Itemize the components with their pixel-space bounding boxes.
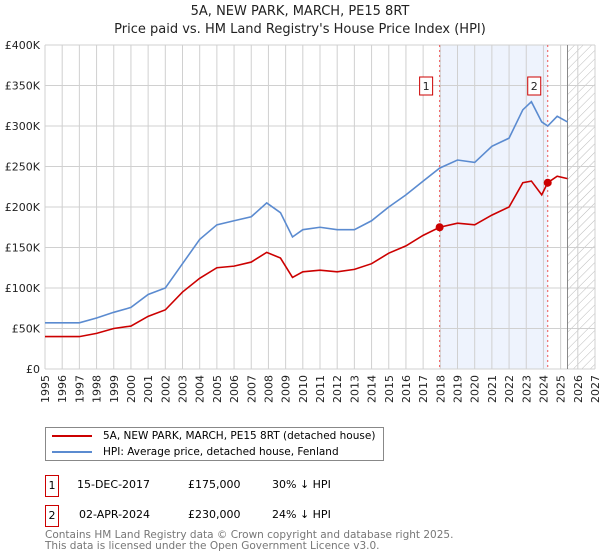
x-tick-label: 1995	[39, 375, 52, 403]
x-tick-label: 2014	[366, 375, 379, 403]
sale-label-box	[419, 76, 434, 96]
y-tick-label: £350K	[5, 80, 41, 93]
x-tick-label: 2023	[520, 375, 533, 403]
x-tick-label: 2024	[537, 375, 550, 403]
x-tick-label: 2026	[572, 375, 585, 403]
y-tick-label: £250K	[5, 161, 41, 174]
footer-licence: This data is licensed under the Open Gov…	[45, 540, 380, 552]
x-tick-label: 2011	[314, 375, 327, 403]
legend-label: 5A, NEW PARK, MARCH, PE15 8RT (detached …	[103, 430, 376, 442]
series-line	[45, 175, 568, 338]
footer-copyright: Contains HM Land Registry data © Crown c…	[45, 529, 454, 541]
x-tick-label: 2008	[262, 375, 275, 403]
sale-point	[543, 178, 552, 187]
sale-diff: 24% ↓ HPI	[272, 508, 331, 521]
x-tick-label: 2012	[331, 375, 344, 403]
chart-title: 5A, NEW PARK, MARCH, PE15 8RT	[190, 4, 410, 19]
x-tick-label: 1998	[91, 375, 104, 403]
sale-diff: 30% ↓ HPI	[272, 478, 331, 491]
x-tick-label: 2006	[228, 375, 241, 403]
x-tick-label: 1996	[56, 375, 69, 403]
legend: 5A, NEW PARK, MARCH, PE15 8RT (detached …	[45, 427, 384, 461]
sale-date: 15-DEC-2017	[77, 478, 151, 491]
sale-label-box	[527, 76, 542, 96]
x-tick-label: 2002	[159, 375, 172, 403]
y-tick-label: £100K	[5, 282, 41, 295]
y-tick-label: £0	[26, 363, 40, 376]
sale-badge: 2	[45, 505, 59, 527]
sale-badge: 1	[45, 475, 59, 497]
y-tick-label: £300K	[5, 120, 41, 133]
sale-label: 1	[423, 80, 430, 93]
x-tick-label: 2018	[434, 375, 447, 403]
sale-label: 2	[531, 80, 538, 93]
sale-date: 02-APR-2024	[79, 508, 151, 521]
x-tick-label: 2009	[280, 375, 293, 403]
x-tick-label: 2010	[297, 375, 310, 403]
x-tick-label: 2022	[503, 375, 516, 403]
x-tick-label: 2016	[400, 375, 413, 403]
x-tick-label: 2019	[452, 375, 465, 403]
x-tick-label: 2001	[142, 375, 155, 403]
y-tick-label: £200K	[5, 201, 41, 214]
y-tick-label: £50K	[12, 323, 41, 336]
sale-price: £175,000	[188, 478, 241, 491]
x-tick-label: 2027	[589, 375, 600, 403]
x-tick-label: 1997	[73, 375, 86, 403]
sale-price: £230,000	[188, 508, 241, 521]
x-tick-label: 2004	[194, 375, 207, 403]
x-tick-label: 2021	[486, 375, 499, 403]
legend-item-hpi: HPI: Average price, detached house, Fenl…	[52, 444, 339, 460]
x-tick-label: 2000	[125, 375, 138, 403]
x-tick-label: 2025	[555, 375, 568, 403]
x-tick-label: 2017	[417, 375, 430, 403]
footer: Contains HM Land Registry data © Crown c…	[45, 530, 453, 552]
sale-point	[435, 223, 444, 232]
y-tick-label: £400K	[5, 39, 41, 52]
x-tick-label: 2007	[245, 375, 258, 403]
series-line	[45, 100, 568, 324]
legend-swatch-red	[52, 435, 92, 437]
x-tick-label: 2003	[177, 375, 190, 403]
x-tick-label: 2020	[469, 375, 482, 403]
x-tick-label: 2015	[383, 375, 396, 403]
plot-area: 1995 1996 1997 1998 1999 2000 2001 2002 2003 2004…	[5, 39, 600, 403]
x-tick-label: 2005	[211, 375, 224, 403]
chart-subtitle: Price paid vs. HM Land Registry's House …	[114, 22, 486, 37]
x-tick-label: 1999	[108, 375, 121, 403]
y-tick-label: £150K	[5, 242, 41, 255]
legend-label: HPI: Average price, detached house, Fenl…	[103, 446, 339, 458]
x-tick-label: 2013	[348, 375, 361, 403]
legend-swatch-blue	[52, 451, 92, 453]
legend-item-property: 5A, NEW PARK, MARCH, PE15 8RT (detached …	[52, 428, 375, 444]
